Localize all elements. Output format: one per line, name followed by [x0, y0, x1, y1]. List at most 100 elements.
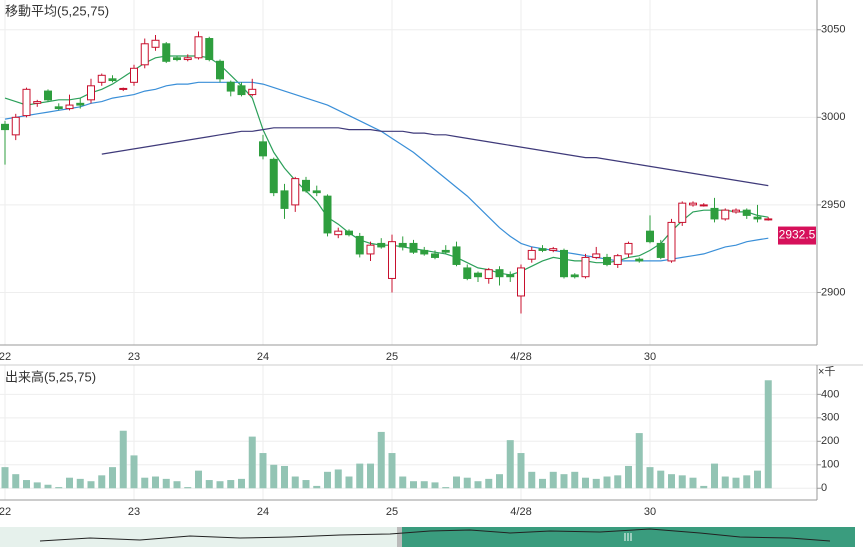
navigator[interactable]	[0, 527, 855, 547]
volume-bar	[162, 478, 170, 489]
volume-bar	[711, 463, 718, 489]
candle-body	[162, 43, 171, 62]
volume-bar	[55, 487, 63, 489]
volume-bar	[732, 477, 740, 489]
last-price-label: 2932.5	[779, 228, 816, 242]
volume-bar	[184, 487, 192, 489]
candle-body	[603, 256, 611, 265]
candle-body	[11, 116, 20, 136]
candle-body	[732, 209, 740, 213]
volume-bar	[614, 475, 622, 489]
y-tick-label: 300	[821, 412, 839, 424]
candle-body	[570, 274, 579, 278]
candle-body	[377, 242, 386, 248]
candle-body	[656, 242, 665, 258]
volume-bar	[1, 467, 9, 489]
last-price-box	[778, 226, 816, 245]
volume-bar	[205, 480, 213, 489]
candle-body	[409, 242, 418, 253]
volume-bar	[571, 471, 579, 489]
plot	[1, 31, 773, 489]
candle-body	[742, 209, 751, 216]
candle-body	[291, 178, 300, 206]
candle-body	[699, 204, 708, 207]
candle-body	[226, 81, 235, 92]
candle-body	[108, 78, 117, 82]
volume-bar	[496, 474, 503, 489]
volume-bar	[227, 480, 235, 489]
x-tick-label: 30	[644, 506, 656, 518]
candle-body	[495, 269, 504, 278]
volume-bar	[98, 475, 106, 489]
candle-body	[173, 57, 181, 61]
volume-bar	[388, 453, 396, 489]
volume-bar	[76, 478, 84, 489]
volume-bar	[195, 470, 202, 489]
candle-body	[463, 267, 472, 279]
volume-bar	[442, 487, 450, 489]
volume-bar	[560, 474, 568, 489]
candle-body	[527, 249, 536, 260]
volume-bar	[216, 481, 224, 489]
volume-bar	[23, 480, 30, 489]
volume-bar	[334, 469, 342, 489]
volume-bar	[689, 477, 697, 489]
volume-bar	[270, 464, 278, 489]
volume-unit: ×千	[818, 365, 835, 378]
candle-body	[65, 104, 74, 110]
volume-bar	[399, 476, 407, 489]
volume-bar	[410, 481, 417, 489]
candle-body	[312, 190, 321, 194]
volume-bar	[474, 481, 482, 489]
volume-bar	[646, 467, 654, 489]
candle-body	[420, 249, 429, 255]
candle-body	[538, 248, 547, 251]
y-tick-label: 400	[821, 388, 839, 400]
volume-bar	[506, 440, 514, 489]
candle-body	[517, 267, 525, 297]
volume-bar	[248, 436, 256, 489]
x-tick-label: 30	[644, 351, 656, 363]
y-tick-label: 3000	[821, 111, 845, 123]
candle-body	[624, 242, 633, 255]
candle-body	[216, 60, 224, 80]
x-tick-label: 22	[0, 506, 11, 518]
candle-body	[151, 39, 160, 48]
volume-bar	[603, 476, 611, 489]
candle-body	[398, 242, 407, 248]
volume-bar	[625, 465, 632, 489]
candle-body	[248, 88, 257, 96]
volume-bar	[367, 463, 374, 489]
x-tick-label: 25	[386, 351, 398, 363]
candle-body	[549, 248, 558, 251]
volume-bar	[528, 471, 536, 489]
candle-body	[33, 101, 42, 104]
candle-body	[613, 255, 622, 265]
candle-body	[119, 87, 128, 90]
volume-bar	[87, 481, 95, 489]
candle-body	[87, 85, 95, 101]
navigator-left	[0, 527, 400, 547]
y-tick-label: 200	[821, 435, 839, 447]
volume-bar	[549, 471, 557, 489]
moving-average-line	[101, 127, 769, 187]
candle-body	[560, 249, 568, 278]
volume-bar	[44, 484, 52, 489]
volume-title: 出来高(5,25,75)	[5, 369, 96, 384]
volume-bar	[345, 476, 353, 489]
candle-body	[334, 230, 343, 236]
x-tick-label: 24	[257, 506, 269, 518]
candle-body	[269, 158, 278, 194]
candle-body	[474, 272, 482, 278]
x-tick-label: 25	[386, 506, 398, 518]
navigator-line	[39, 528, 831, 542]
candle-body	[140, 43, 149, 66]
navigator-handle[interactable]	[397, 527, 402, 547]
volume-bar	[173, 481, 181, 489]
volume-bar	[721, 476, 729, 489]
volume-bar	[743, 475, 751, 489]
volume-bar	[130, 455, 138, 489]
candle-body	[205, 38, 214, 61]
